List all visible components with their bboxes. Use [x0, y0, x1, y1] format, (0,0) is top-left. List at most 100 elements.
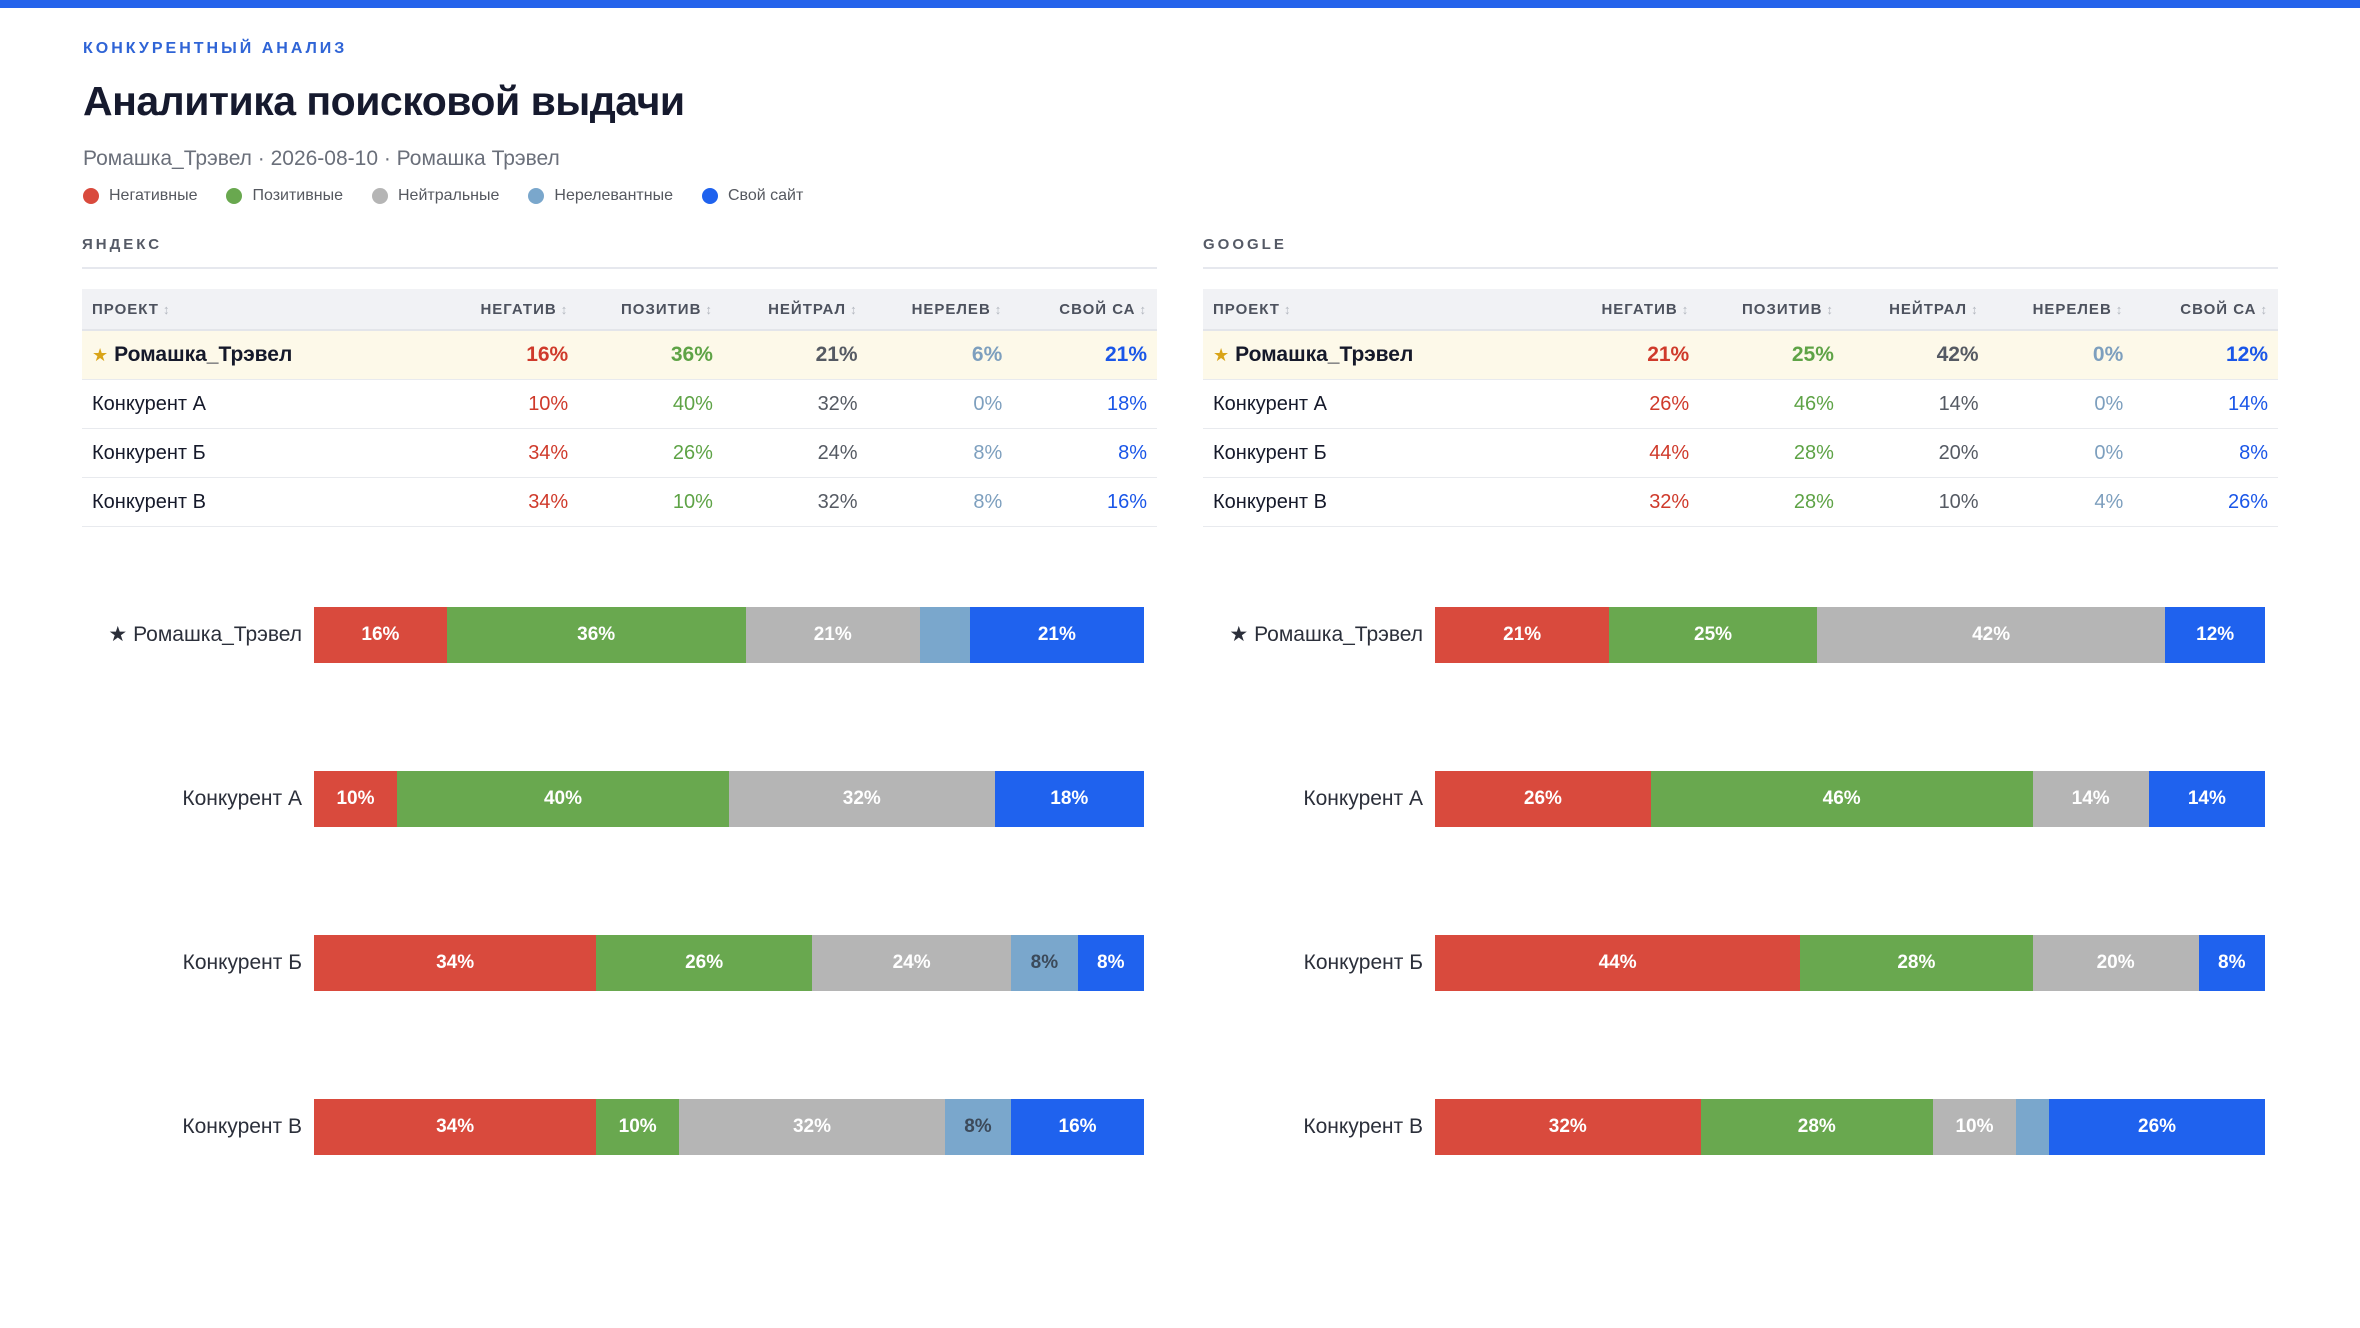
- cell-project: Конкурент А: [82, 379, 434, 429]
- bar-segment-neu: 14%: [2032, 771, 2149, 827]
- column-header-neutral[interactable]: НЕЙТРАЛ ↕: [1843, 289, 1989, 331]
- column-header-label: ПОЗИТИВ: [621, 300, 702, 318]
- sort-icon: ↕: [2115, 301, 2124, 317]
- cell-neutral: 42%: [1843, 330, 1989, 380]
- bar-segment-label: 21%: [813, 624, 852, 645]
- cell-positive: 10%: [578, 477, 723, 527]
- bar-segment-pos: 25%: [1609, 607, 1817, 663]
- legend-label: Нейтральные: [397, 187, 500, 204]
- bar-segment-label: 40%: [543, 788, 583, 809]
- legend-item-negative: Негативные: [83, 187, 197, 205]
- column-header-negative[interactable]: НЕГАТИВ ↕: [1554, 289, 1700, 331]
- bar-row: Конкурент Б 44% 28% 20% 8%: [1203, 935, 2278, 991]
- column-header-label: НЕРЕЛЕВ: [911, 300, 991, 318]
- sort-icon: ↕: [162, 301, 171, 317]
- column-header-label: НЕГАТИВ: [1601, 300, 1678, 318]
- cell-own-site: 26%: [2133, 477, 2278, 527]
- legend-label: Нерелевантные: [554, 187, 673, 204]
- bar-segment-neu: 42%: [1816, 607, 2166, 663]
- column-header-neutral[interactable]: НЕЙТРАЛ ↕: [722, 289, 868, 331]
- legend-label: Свой сайт: [727, 187, 804, 204]
- bar-row: Конкурент А 10% 40% 32% 18%: [82, 771, 1157, 827]
- cell-negative: 10%: [433, 379, 579, 429]
- table-header-row: ПРОЕКТ ↕ НЕГАТИВ ↕ ПОЗИТИВ ↕ НЕЙТРАЛ ↕ НЕРЕЛ…: [1203, 289, 2278, 331]
- sort-icon: ↕: [1971, 301, 1979, 317]
- bar-segment-irr: [2015, 1099, 2050, 1155]
- table-row[interactable]: Конкурент А 10% 40% 32% 0% 18%: [82, 379, 1157, 429]
- cell-project: Конкурент В: [1203, 477, 1555, 527]
- table-row[interactable]: Конкурент В 32% 28% 10% 4% 26%: [1203, 477, 2278, 527]
- bar-segment-label: 25%: [1694, 624, 1733, 645]
- google-panel: GOOGLE ПРОЕКТ ↕ НЕГАТИВ ↕ ПОЗИТИВ ↕ НЕЙТРАЛ…: [1203, 236, 2278, 527]
- sort-icon: ↕: [705, 301, 713, 317]
- bar-segment-pos: 10%: [596, 1099, 680, 1155]
- column-header-negative[interactable]: НЕГАТИВ ↕: [433, 289, 579, 331]
- bar-segment-neu: 24%: [811, 935, 1012, 991]
- cell-positive: 26%: [578, 428, 723, 478]
- bar-segment-own: 18%: [994, 771, 1144, 827]
- cell-own-site: 18%: [1012, 379, 1157, 429]
- bar-segment-own: 8%: [2198, 935, 2265, 991]
- bar-track: 44% 28% 20% 8%: [1435, 935, 2265, 991]
- column-header-irrelevant[interactable]: НЕРЕЛЕВ ↕: [867, 289, 1013, 331]
- bar-segment-neg: 32%: [1435, 1099, 1701, 1155]
- cell-irrelevant: 0%: [1988, 379, 2134, 429]
- google-table: ПРОЕКТ ↕ НЕГАТИВ ↕ ПОЗИТИВ ↕ НЕЙТРАЛ ↕ НЕРЕЛ…: [1203, 289, 2278, 527]
- bar-row: Конкурент В 34% 10% 32% 8% 16%: [82, 1099, 1157, 1155]
- star-icon: ★: [92, 345, 109, 365]
- bar-track: 10% 40% 32% 18%: [314, 771, 1144, 827]
- bar-segment-label: 32%: [842, 788, 881, 809]
- bar-segment-neg: 44%: [1435, 935, 1801, 991]
- legend-swatch: [371, 188, 388, 204]
- bar-segment-pos: 28%: [1800, 935, 2033, 991]
- legend-item-own-site: Свой сайт: [701, 187, 804, 205]
- bar-segment-label: 12%: [2196, 624, 2235, 645]
- column-header-label: СВОЙ СА: [1059, 300, 1136, 318]
- column-header-project[interactable]: ПРОЕКТ ↕: [1203, 289, 1555, 331]
- page-subtitle: Ромашка_Трэвел · 2026-08-10 · Ромашка Тр…: [83, 147, 560, 170]
- cell-positive: 40%: [578, 379, 723, 429]
- bar-segment-pos: 26%: [596, 935, 812, 991]
- bar-track: 32% 28% 10% 26%: [1435, 1099, 2265, 1155]
- bar-segment-neu: 20%: [2032, 935, 2199, 991]
- table-row-own-project[interactable]: ★ Ромашка_Трэвел 21% 25% 42% 0% 12%: [1203, 330, 2278, 380]
- column-header-positive[interactable]: ПОЗИТИВ ↕: [1699, 289, 1844, 331]
- column-header-irrelevant[interactable]: НЕРЕЛЕВ ↕: [1988, 289, 2134, 331]
- column-header-project[interactable]: ПРОЕКТ ↕: [82, 289, 434, 331]
- bar-segment-own: 14%: [2148, 771, 2265, 827]
- cell-irrelevant: 0%: [1988, 428, 2134, 478]
- section-title-yandex: ЯНДЕКС: [82, 236, 1157, 269]
- cell-own-site: 14%: [2133, 379, 2278, 429]
- cell-own-site: 12%: [2133, 330, 2278, 380]
- table-row[interactable]: Конкурент Б 44% 28% 20% 0% 8%: [1203, 428, 2278, 478]
- cell-project: ★ Ромашка_Трэвел: [1203, 330, 1555, 380]
- table-row[interactable]: Конкурент Б 34% 26% 24% 8% 8%: [82, 428, 1157, 478]
- bar-segment-label: 8%: [1030, 952, 1059, 973]
- column-header-own-site[interactable]: СВОЙ СА ↕: [1012, 289, 1157, 331]
- column-header-positive[interactable]: ПОЗИТИВ ↕: [578, 289, 723, 331]
- cell-irrelevant: 4%: [1988, 477, 2134, 527]
- bar-segment-label: 42%: [1972, 624, 2011, 645]
- bar-segment-own: 16%: [1011, 1099, 1144, 1155]
- star-icon: ★: [1213, 345, 1230, 365]
- sort-icon: ↕: [850, 301, 858, 317]
- bar-row: Конкурент Б 34% 26% 24% 8% 8%: [82, 935, 1157, 991]
- cell-own-site: 8%: [1012, 428, 1157, 478]
- column-header-own-site[interactable]: СВОЙ СА ↕: [2133, 289, 2278, 331]
- column-header-label: ПРОЕКТ: [92, 300, 159, 318]
- bar-segment-label: 26%: [685, 952, 724, 973]
- table-row[interactable]: Конкурент А 26% 46% 14% 0% 14%: [1203, 379, 2278, 429]
- legend-swatch: [226, 188, 243, 204]
- cell-own-site: 8%: [2133, 428, 2278, 478]
- bar-track: 21% 25% 42% 12%: [1435, 607, 2265, 663]
- cell-project: Конкурент А: [1203, 379, 1555, 429]
- cell-negative: 34%: [433, 428, 579, 478]
- bar-segment-label: 18%: [1050, 788, 1089, 809]
- yandex-table: ПРОЕКТ ↕ НЕГАТИВ ↕ ПОЗИТИВ ↕ НЕЙТРАЛ ↕ НЕРЕЛ…: [82, 289, 1157, 527]
- table-header-row: ПРОЕКТ ↕ НЕГАТИВ ↕ ПОЗИТИВ ↕ НЕЙТРАЛ ↕ НЕРЕЛ…: [82, 289, 1157, 331]
- table-row[interactable]: Конкурент В 34% 10% 32% 8% 16%: [82, 477, 1157, 527]
- table-row-own-project[interactable]: ★ Ромашка_Трэвел 16% 36% 21% 6% 21%: [82, 330, 1157, 380]
- page-eyebrow: КОНКУРЕНТНЫЙ АНАЛИЗ: [83, 40, 348, 57]
- column-header-label: ПОЗИТИВ: [1742, 300, 1823, 318]
- cell-negative: 21%: [1554, 330, 1700, 380]
